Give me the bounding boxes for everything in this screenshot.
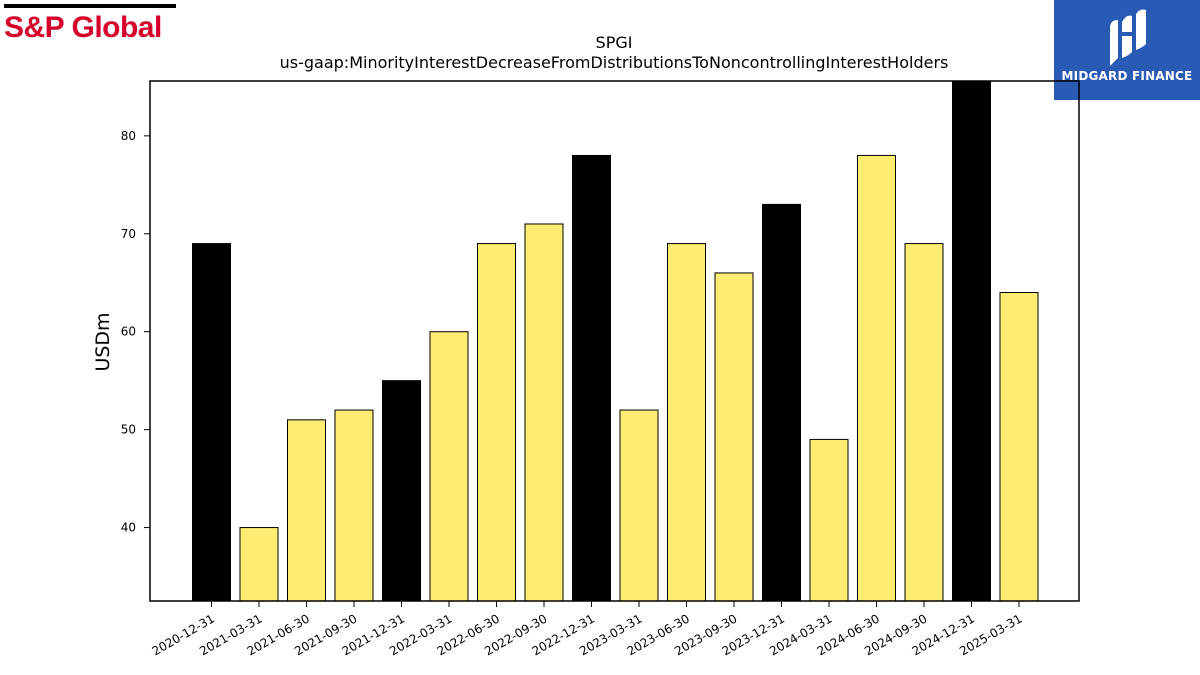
sp-logo-text: S&P Global [4, 11, 162, 44]
bar-2020-12-31 [192, 243, 231, 602]
bar-2022-12-31 [572, 154, 611, 602]
bar-2024-12-31 [952, 80, 991, 602]
bar-2021-09-30 [334, 409, 374, 602]
x-axis-ticks: 2020-12-312021-03-312021-06-302021-09-30… [150, 601, 1025, 658]
chart-title: SPGI [596, 33, 633, 52]
bar-2025-03-31 [999, 292, 1039, 602]
bar-2022-06-30 [477, 243, 516, 602]
sp-logo-bar [4, 4, 176, 8]
midgard-logo-text: MIDGARD FINANCE [1061, 69, 1193, 83]
bar-2024-03-31 [809, 438, 849, 602]
sp-global-logo: S&P Global [4, 4, 178, 46]
y-tick-label: 80 [121, 129, 136, 143]
bar-2021-06-30 [287, 419, 326, 602]
bar-2024-06-30 [857, 154, 896, 602]
y-tick-label: 40 [121, 521, 136, 535]
bar-2021-03-31 [239, 527, 279, 602]
midgard-emblem-icon [1110, 9, 1146, 66]
bar-series [192, 80, 1039, 602]
y-axis-label: USDm [92, 312, 114, 371]
bar-2024-09-30 [904, 243, 944, 602]
bar-2023-03-31 [619, 409, 659, 602]
bar-2023-06-30 [667, 243, 706, 602]
y-tick-label: 50 [121, 423, 136, 437]
bar-2022-03-31 [429, 331, 469, 602]
chart-subtitle: us-gaap:MinorityInterestDecreaseFromDist… [280, 53, 949, 72]
bar-2023-12-31 [762, 203, 801, 602]
bar-2023-09-30 [714, 272, 754, 602]
bar-2021-12-31 [382, 380, 421, 602]
y-tick-label: 70 [121, 227, 136, 241]
y-axis-ticks: 40 50 60 70 80 [121, 129, 150, 535]
y-tick-label: 60 [121, 325, 136, 339]
plot-frame [149, 80, 1080, 602]
bar-2022-09-30 [524, 223, 564, 602]
